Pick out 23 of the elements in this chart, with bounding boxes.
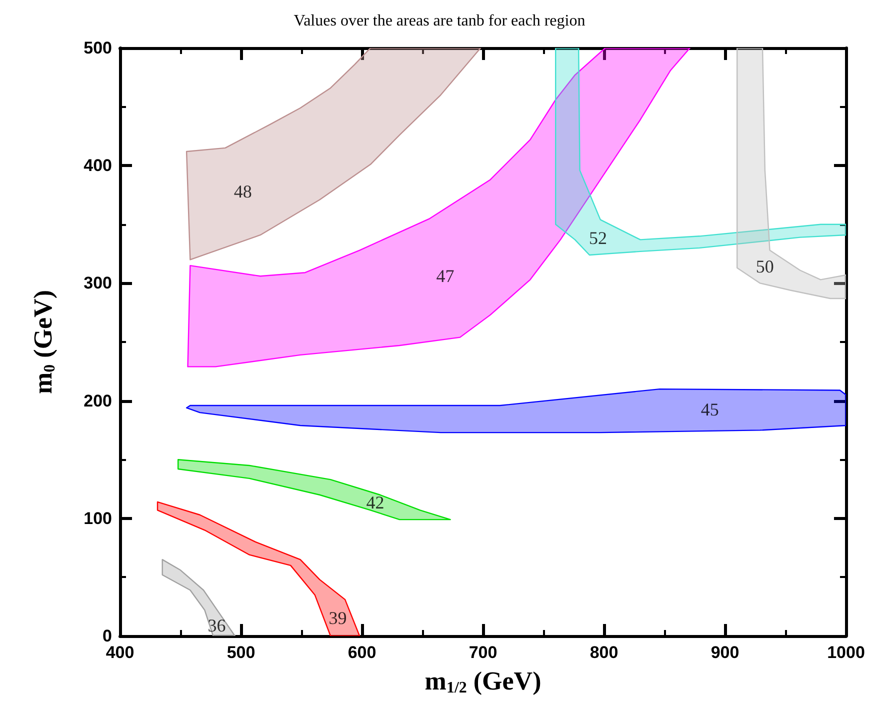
chart-title: Values over the areas are tanb for each region bbox=[294, 12, 586, 30]
series-label: 42 bbox=[366, 492, 384, 513]
y-axis-title: m0 (GeV) bbox=[28, 290, 58, 394]
series-label: 36 bbox=[208, 615, 226, 636]
series-label: 48 bbox=[234, 181, 252, 202]
y-tick-label: 100 bbox=[84, 508, 112, 528]
x-tick-label: 500 bbox=[226, 643, 256, 662]
y-tick-label: 300 bbox=[84, 274, 112, 293]
series-label: 47 bbox=[436, 266, 454, 286]
series-label: 52 bbox=[588, 228, 607, 248]
x-tick-label: 600 bbox=[348, 643, 376, 662]
y-tick-label: 500 bbox=[84, 38, 112, 58]
x-tick-label: 1000 bbox=[827, 643, 865, 662]
y-tick-label: 0 bbox=[102, 626, 112, 646]
series-label: 45 bbox=[700, 400, 719, 420]
x-tick-label: 700 bbox=[468, 643, 498, 662]
x-tick-label: 400 bbox=[106, 643, 134, 662]
series-label: 39 bbox=[328, 608, 347, 628]
x-tick-label: 800 bbox=[590, 643, 618, 662]
x-tick-label: 900 bbox=[710, 643, 740, 662]
y-tick-label: 200 bbox=[84, 391, 112, 410]
y-tick-label: 400 bbox=[84, 156, 112, 176]
series-label: 50 bbox=[756, 256, 774, 277]
